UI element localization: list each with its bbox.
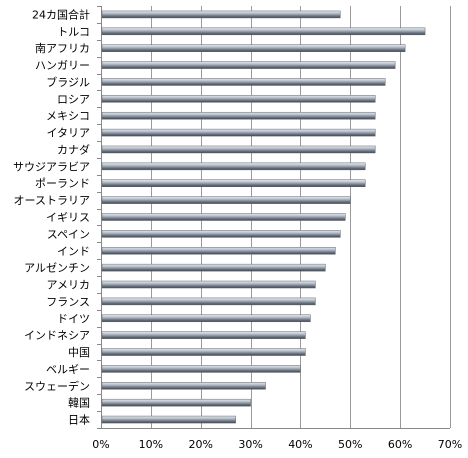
category-label: オーストラリア (14, 194, 90, 207)
category-label: スペイン (47, 228, 90, 241)
bars (101, 10, 426, 424)
bar (101, 382, 266, 390)
category-label: イギリス (46, 211, 90, 224)
category-label: ポーランド (35, 177, 90, 190)
category-label: フランス (46, 295, 90, 308)
category-label: 日本 (68, 413, 90, 427)
bar (101, 331, 306, 339)
bar (101, 179, 366, 187)
category-label: 24カ国合計 (32, 7, 90, 21)
category-label: イタリア (46, 127, 90, 140)
bar (101, 213, 346, 221)
category-label: アメリカ (47, 279, 90, 292)
category-label: トルコ (57, 25, 90, 38)
bar (101, 398, 251, 407)
bar (101, 61, 396, 69)
bar (101, 263, 326, 272)
category-label: ブラジル (46, 75, 90, 89)
category-label: メキシコ (46, 110, 90, 123)
bar (101, 314, 311, 323)
bar (101, 78, 386, 86)
category-label: ドイツ (57, 312, 90, 325)
category-label: 中国 (68, 346, 90, 359)
category-label: ロシア (57, 93, 90, 106)
x-tick-label: 50% (338, 438, 362, 451)
bar (101, 162, 366, 171)
bar (101, 230, 341, 238)
x-axis: 0% 10% 20% 30% 40% 50% 60% 70% (92, 6, 462, 451)
category-labels: 24カ国合計トルコ南アフリカハンガリーブラジルロシアメキシコイタリアカナダサウジ… (13, 7, 90, 426)
category-label: ベルギー (46, 363, 90, 376)
bar (101, 27, 426, 36)
bar (101, 111, 376, 120)
bar (101, 145, 376, 154)
category-label: アルゼンチン (24, 262, 90, 275)
bar (101, 297, 316, 306)
bar (101, 415, 236, 424)
category-label: カナダ (57, 142, 90, 156)
bar (101, 44, 406, 52)
x-tick-label: 10% (139, 438, 163, 451)
x-tick-label: 60% (388, 438, 412, 451)
category-label: 南アフリカ (35, 42, 90, 55)
bar (101, 10, 341, 19)
category-label: インドネシア (24, 329, 90, 342)
category-label: サウジアラビア (13, 160, 90, 173)
category-label: ハンガリー (35, 59, 90, 72)
x-tick-label: 70% (438, 438, 462, 451)
bar (101, 365, 301, 373)
bar (101, 196, 351, 204)
category-label: インド (57, 245, 90, 258)
category-label: スウェーデン (24, 379, 90, 393)
category-label: 韓国 (68, 397, 90, 410)
bar (101, 95, 376, 103)
x-tick-label: 20% (188, 438, 212, 451)
x-tick-label: 30% (238, 438, 262, 451)
x-tick-label: 40% (288, 438, 312, 451)
bar (101, 280, 316, 289)
bar (101, 128, 376, 137)
x-tick-label: 0% (92, 438, 109, 451)
bar (101, 348, 306, 356)
bar (101, 247, 336, 255)
